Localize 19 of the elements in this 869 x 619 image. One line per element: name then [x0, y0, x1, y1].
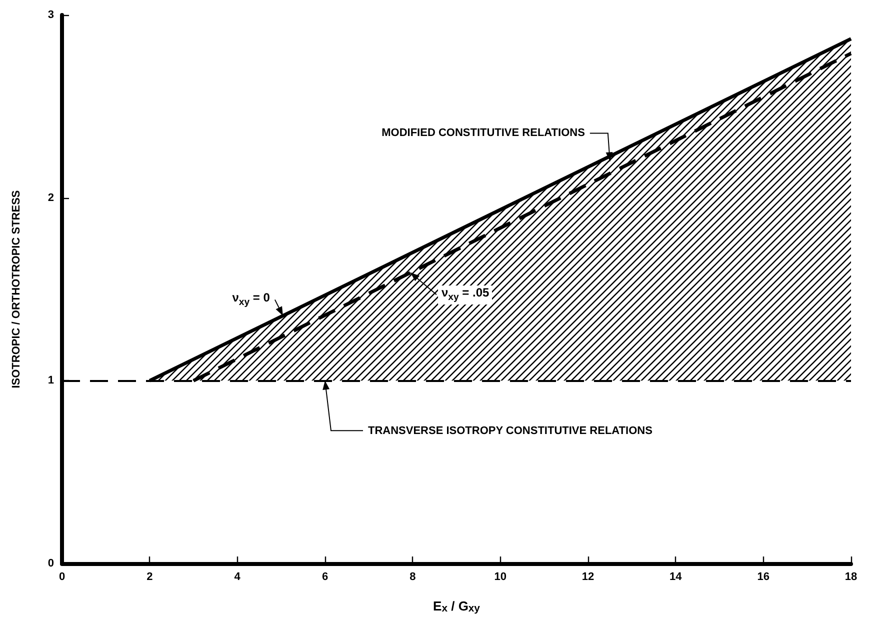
x-tick-label: 8: [410, 571, 416, 583]
y-tick-label: 3: [48, 9, 54, 21]
series-label: ν$_{xy}$ = 0: [229, 290, 273, 310]
annotation: MODIFIED CONSTITUTIVE RELATIONS: [378, 126, 588, 140]
y-axis-title: ISOTROPIC / ORTHOTROPIC STRESS: [10, 190, 22, 388]
x-tick-label: 10: [494, 571, 506, 583]
x-tick-label: 4: [234, 571, 242, 583]
y-tick-label: 2: [48, 192, 54, 204]
x-tick-label: 2: [146, 571, 153, 583]
x-tick-label: 18: [844, 571, 858, 583]
x-tick-label: 6: [322, 571, 328, 583]
x-tick-label: 0: [58, 571, 66, 583]
x-tick-label: 14: [670, 571, 683, 583]
y-tick-label: 0: [48, 558, 54, 570]
x-tick-label: 12: [582, 571, 594, 583]
ref-line-label: TRANSVERSE ISOTROPY CONSTITUTIVE RELATIONS: [365, 424, 656, 438]
y-tick-label: 1: [48, 374, 54, 387]
x-tick-label: 16: [757, 571, 770, 583]
text: ν$_{xy}$ = .05: [438, 285, 492, 304]
